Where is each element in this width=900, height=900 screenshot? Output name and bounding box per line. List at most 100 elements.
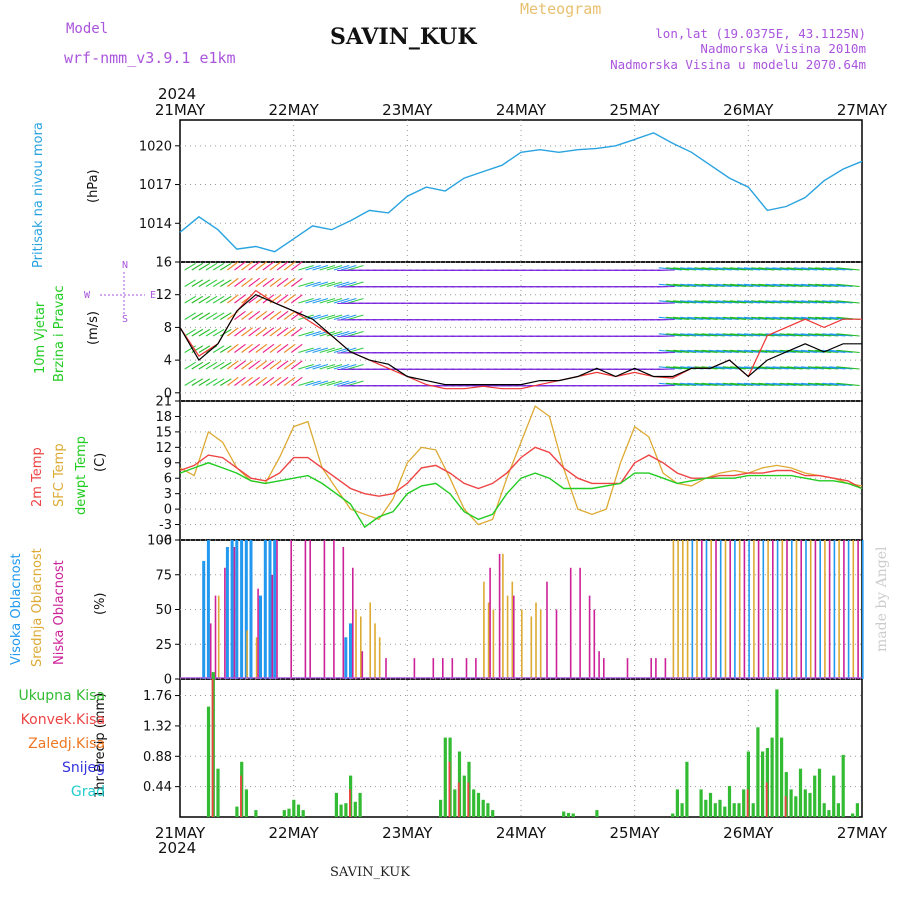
high-cloud-bar xyxy=(273,540,277,679)
wind-arrow xyxy=(708,316,732,321)
high-cloud-bar xyxy=(349,623,352,679)
total-precip-bar xyxy=(685,761,689,817)
wind-arrow xyxy=(800,267,825,271)
mid-cloud-bar xyxy=(374,623,376,679)
wind-arrow xyxy=(212,312,225,320)
time-label-top: 24MAY xyxy=(496,101,547,119)
wind-arrow xyxy=(772,283,796,288)
mid-cloud-bar xyxy=(506,595,509,679)
wind-arrow xyxy=(729,382,754,387)
wind-arrow xyxy=(241,360,253,370)
wind-arrow xyxy=(656,318,675,321)
wind-arrow xyxy=(205,361,218,370)
wind-arrow xyxy=(658,283,683,288)
low-cloud-bar xyxy=(800,540,802,679)
wind-arrow xyxy=(220,279,232,287)
wind-arrow xyxy=(326,363,343,370)
wind-arrow xyxy=(290,294,303,304)
wind-arrow xyxy=(248,343,261,353)
total-precip-bar xyxy=(595,810,599,817)
compass-e: E xyxy=(150,290,156,301)
wind-arrow xyxy=(347,264,364,271)
wind-arrow xyxy=(276,261,289,271)
wind-arrow xyxy=(340,314,357,321)
mid-cloud-bar xyxy=(246,630,248,679)
pressure-unit: (hPa) xyxy=(86,169,101,203)
total-precip-bar xyxy=(708,792,713,817)
wind-arrow xyxy=(800,382,825,387)
wind-arrow xyxy=(772,382,796,387)
low-cloud-bar xyxy=(626,658,629,679)
wind-arrow xyxy=(305,314,321,321)
high-cloud-bar xyxy=(249,540,253,679)
wind-arrow xyxy=(184,328,196,337)
wind-ylabel-1: 10m Vjetar xyxy=(33,301,48,374)
wind-arrow xyxy=(276,277,289,287)
wind-arrow xyxy=(729,316,754,321)
wind-arrow xyxy=(276,327,289,337)
wind-arrow xyxy=(736,267,761,271)
wind-arrow xyxy=(319,330,336,337)
low-cloud-bar xyxy=(555,609,558,679)
wind-arrow xyxy=(241,343,253,353)
wind-arrow xyxy=(687,333,711,337)
wind-arrow xyxy=(800,349,825,354)
wind-arrow xyxy=(729,349,754,354)
wind-arrow xyxy=(191,295,204,304)
low-cloud-bar xyxy=(843,540,845,679)
total-precip-bar xyxy=(775,689,779,817)
wind-arrow xyxy=(658,300,683,304)
wind-arrow xyxy=(191,312,204,320)
wind-arrow xyxy=(656,384,675,387)
total-precip-bar xyxy=(727,786,732,817)
wind-arrow xyxy=(234,343,246,353)
cloud-unit: (%) xyxy=(93,593,108,616)
wind-arrow xyxy=(347,330,364,337)
wind-arrow xyxy=(687,382,711,387)
mid-cloud-bar xyxy=(682,540,684,679)
time-label-bottom: 23MAY xyxy=(382,824,433,842)
model-elevation-text: Nadmorska Visina u modelu 2070.64m xyxy=(610,57,866,72)
wind-arrow xyxy=(822,382,846,387)
mid-cloud-bar xyxy=(378,637,381,679)
wind-arrow xyxy=(198,279,211,287)
low-cloud-bar xyxy=(475,658,477,679)
wind-arrow xyxy=(241,277,253,287)
wind-arrow xyxy=(786,333,810,337)
wind-arrow xyxy=(722,382,747,387)
temp-label-2m: 2m Temp xyxy=(30,447,45,507)
high-cloud-bar xyxy=(206,540,210,679)
total-precip-bar xyxy=(472,789,476,817)
wind-arrow xyxy=(658,333,683,337)
wind-arrow xyxy=(298,281,314,288)
total-precip-bar xyxy=(723,806,727,817)
wind-arrow xyxy=(312,314,329,321)
wind-arrow xyxy=(184,312,196,320)
wind-arrow xyxy=(807,366,832,370)
conv-precip-bar xyxy=(746,789,749,817)
wind-arrow xyxy=(765,366,789,370)
mid-cloud-bar xyxy=(530,616,533,679)
wind-arrow xyxy=(241,261,253,271)
wind-arrow xyxy=(779,382,803,387)
high-cloud-bar xyxy=(202,560,206,679)
wind-arrow xyxy=(758,382,782,387)
wind-arrow xyxy=(687,316,711,321)
low-cloud-bar xyxy=(569,567,572,679)
wind-arrow xyxy=(298,380,314,387)
time-label-top: 26MAY xyxy=(723,101,774,119)
wind-arrow xyxy=(758,300,782,304)
total-precip-bar xyxy=(439,799,443,818)
total-precip-bar xyxy=(718,799,722,818)
y-tick-label: 0 xyxy=(164,386,172,401)
low-cloud-bar xyxy=(757,540,760,679)
time-label-bottom: 22MAY xyxy=(269,824,320,842)
wind-arrow xyxy=(290,310,303,320)
wind-arrow xyxy=(656,302,675,305)
wind-arrow xyxy=(262,310,275,320)
wind-arrow xyxy=(234,277,246,287)
wind-arrow xyxy=(815,316,839,321)
mid-cloud-bar xyxy=(539,609,542,679)
total-precip-bar xyxy=(476,792,481,817)
wind-arrow xyxy=(673,382,697,387)
